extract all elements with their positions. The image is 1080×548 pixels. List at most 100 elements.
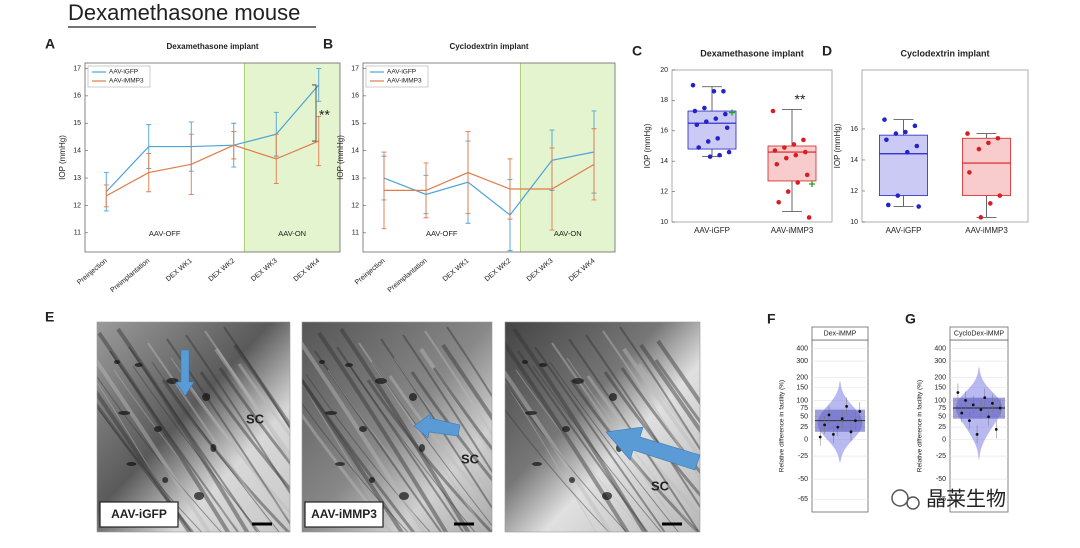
legend-frame bbox=[87, 65, 151, 88]
organelle bbox=[202, 393, 211, 401]
data-point bbox=[713, 116, 719, 121]
data-point bbox=[886, 202, 891, 208]
error-bar bbox=[507, 158, 513, 220]
organelle bbox=[609, 393, 617, 401]
fiber bbox=[393, 357, 492, 497]
y-tick-label: 10 bbox=[660, 219, 668, 226]
micrograph-texture bbox=[97, 326, 290, 532]
legend-frame bbox=[365, 65, 429, 88]
fiber bbox=[358, 342, 487, 532]
y-tick-label: 0 bbox=[804, 437, 808, 444]
organelle bbox=[126, 462, 137, 466]
panel-letter: C bbox=[632, 43, 642, 59]
fiber bbox=[223, 326, 290, 430]
y-tick-label: 10 bbox=[850, 219, 858, 226]
data-point bbox=[849, 430, 853, 434]
organelle bbox=[522, 360, 528, 364]
y-axis-label: IOP (mmHg) bbox=[643, 123, 652, 168]
fiber bbox=[371, 361, 492, 527]
fiber bbox=[637, 363, 700, 450]
fiber bbox=[349, 365, 476, 532]
panel-letter: F bbox=[767, 311, 776, 327]
title-box bbox=[949, 326, 1009, 341]
chart-title: CycloDex-iMMP bbox=[954, 330, 1005, 337]
watermark-icon bbox=[906, 496, 920, 510]
region-label: SC bbox=[461, 451, 480, 466]
organelle bbox=[569, 477, 575, 483]
organelle bbox=[166, 378, 179, 384]
fiber bbox=[441, 343, 492, 421]
y-tick-label: 14 bbox=[850, 157, 858, 164]
shaded-region bbox=[244, 63, 340, 252]
organelle bbox=[345, 363, 353, 367]
data-point bbox=[776, 199, 781, 205]
y-tick-label: 11 bbox=[352, 230, 359, 237]
series-line bbox=[105, 140, 319, 197]
title-box bbox=[811, 326, 869, 341]
data-point bbox=[914, 143, 920, 149]
fiber bbox=[204, 330, 290, 463]
fiber bbox=[132, 365, 261, 532]
organelle bbox=[602, 492, 612, 500]
micrograph bbox=[505, 322, 700, 532]
fiber bbox=[128, 346, 259, 532]
y-tick-label: -25 bbox=[798, 453, 808, 460]
fiber bbox=[654, 359, 700, 424]
fiber bbox=[505, 409, 610, 532]
fiber bbox=[515, 369, 645, 532]
error-bar bbox=[423, 162, 429, 219]
watermark: 晶莱生物 bbox=[926, 487, 1006, 510]
organelle bbox=[359, 426, 367, 432]
fiber bbox=[185, 334, 290, 495]
y-tick-label: 400 bbox=[934, 345, 946, 352]
x-tick-label: DEX WK3 bbox=[526, 258, 555, 284]
data-point bbox=[840, 417, 844, 421]
y-tick-label: 200 bbox=[796, 374, 808, 381]
annotation: AAV-ON bbox=[554, 229, 582, 238]
y-tick-label: 16 bbox=[850, 126, 858, 133]
arrow bbox=[605, 426, 701, 471]
fiber bbox=[314, 350, 443, 532]
organelle bbox=[572, 378, 584, 384]
organelle bbox=[532, 462, 542, 466]
mean-marker bbox=[809, 181, 815, 187]
data-point bbox=[827, 413, 831, 417]
y-tick-label: 50 bbox=[938, 414, 946, 421]
y-tick-label: 17 bbox=[73, 65, 81, 72]
micrograph bbox=[97, 322, 290, 532]
y-tick-label: -65 bbox=[798, 496, 808, 503]
x-tick-label: Preimplantation bbox=[387, 258, 429, 295]
data-point bbox=[690, 82, 696, 88]
organelle bbox=[154, 426, 162, 432]
data-point bbox=[823, 423, 826, 427]
y-axis-label: Relative difference in facility (%) bbox=[917, 380, 924, 472]
data-point bbox=[967, 170, 972, 175]
fiber bbox=[505, 341, 630, 532]
arrow bbox=[413, 412, 461, 439]
legend-label: AAV-iGFP bbox=[387, 69, 416, 76]
organelle bbox=[134, 363, 143, 367]
plot-frame bbox=[362, 62, 616, 253]
legend-label: AAV-iMMP3 bbox=[387, 78, 422, 85]
data-point bbox=[882, 117, 887, 122]
data-point bbox=[791, 142, 797, 147]
fiber bbox=[97, 375, 222, 532]
y-tick-label: 0 bbox=[942, 437, 946, 444]
fiber bbox=[517, 350, 649, 532]
error-bar bbox=[103, 184, 109, 208]
x-tick-label: DEX WK4 bbox=[568, 258, 597, 284]
y-tick-label: 15 bbox=[73, 120, 81, 127]
organelle bbox=[399, 492, 409, 500]
y-axis-label: IOP (mmHg) bbox=[833, 123, 842, 168]
x-tick-label: DEX WK4 bbox=[293, 258, 322, 284]
significance-label: ** bbox=[795, 91, 806, 107]
organelle bbox=[162, 477, 169, 483]
mean-marker bbox=[729, 109, 735, 116]
fiber bbox=[512, 327, 647, 532]
fiber bbox=[339, 327, 471, 532]
organelle bbox=[118, 411, 131, 415]
data-point bbox=[994, 428, 998, 431]
whisker bbox=[782, 109, 802, 146]
fiber bbox=[161, 379, 290, 532]
